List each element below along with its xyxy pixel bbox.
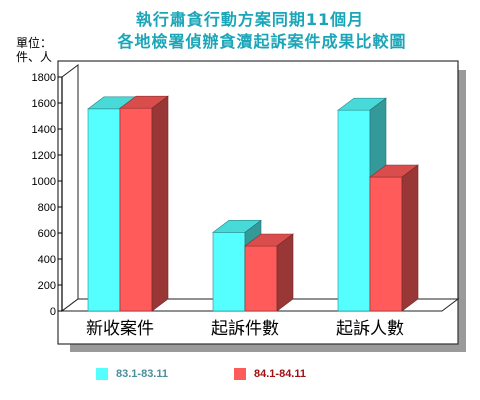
y-tick-label: 400: [38, 254, 56, 266]
bar-front: [369, 176, 403, 312]
legend-swatch-series-1: [96, 368, 108, 380]
y-tick-label: 800: [38, 202, 56, 214]
bar-front: [119, 107, 153, 312]
y-tick-label: 200: [38, 280, 56, 292]
bar-front: [244, 245, 278, 312]
bar-front: [87, 108, 121, 312]
legend-item-series-1: 83.1-83.11: [96, 366, 168, 382]
x-category-label: 起訴件數: [211, 319, 279, 339]
bar-front: [337, 109, 371, 312]
bar-side: [151, 95, 169, 312]
bar-side: [276, 233, 294, 312]
chart-subtitle: 各地檢署偵辦貪瀆起訴案件成果比較圖: [117, 32, 407, 51]
legend-label-series-2: 84.1-84.11: [254, 368, 306, 380]
x-category-label: 起訴人數: [336, 319, 404, 339]
bar-front: [212, 232, 246, 312]
legend-item-series-2: 84.1-84.11: [234, 366, 306, 382]
left-wall: [61, 64, 79, 312]
y-tick-label: 1200: [32, 150, 56, 162]
x-category-label: 新收案件: [86, 319, 154, 339]
legend-label-series-1: 83.1-83.11: [116, 368, 168, 380]
chart-title: 執行肅貪行動方案同期11個月: [135, 10, 365, 29]
bar-side: [401, 164, 419, 312]
y-tick-label: 1000: [32, 176, 56, 188]
y-tick-label: 1800: [32, 72, 56, 84]
y-tick-label: 0: [50, 306, 56, 318]
y-tick-label: 1400: [32, 124, 56, 136]
legend-swatch-series-2: [234, 368, 246, 380]
y-tick-label: 1600: [32, 98, 56, 110]
y-tick-label: 600: [38, 228, 56, 240]
y-axis-unit-label: 單位：件、人: [16, 36, 53, 64]
